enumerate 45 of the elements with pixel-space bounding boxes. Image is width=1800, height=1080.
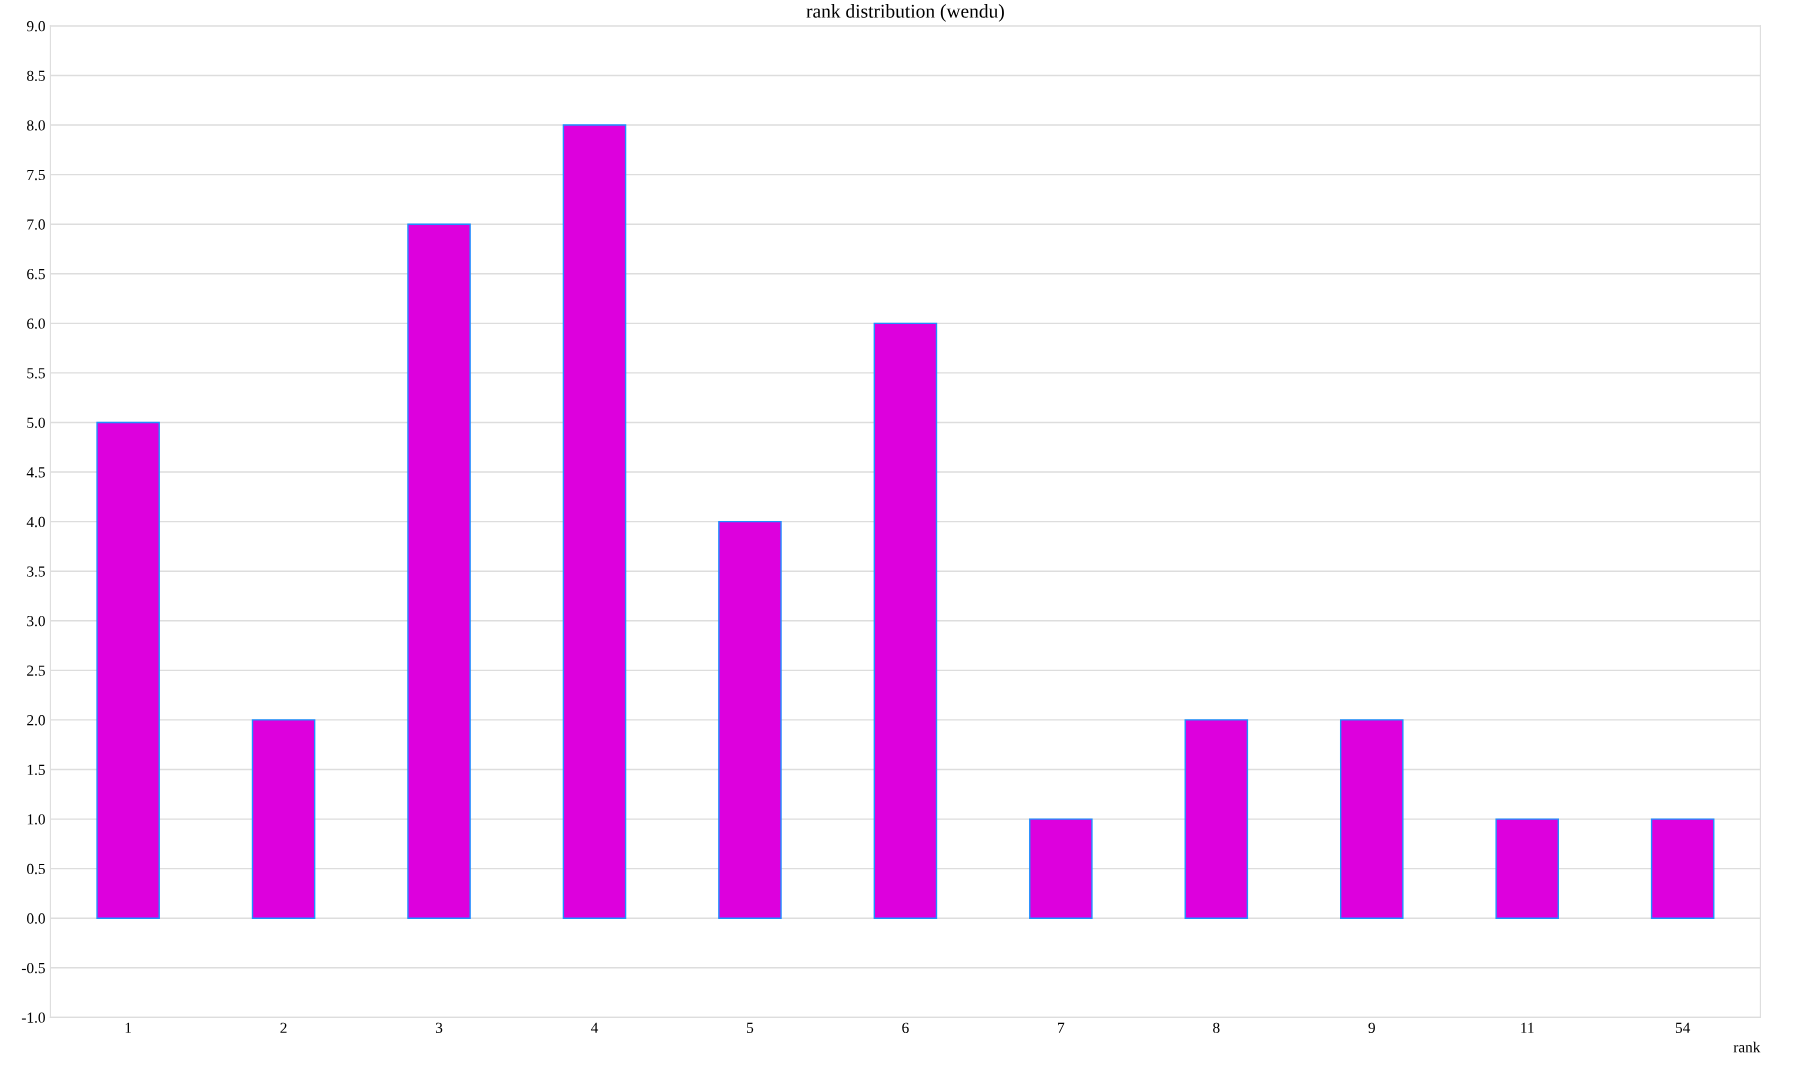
y-tick-label: 8.0 [27,120,45,131]
x-tick-label: 8 [1213,1022,1220,1033]
y-tick-label: 2.5 [27,665,45,676]
x-tick-label: 6 [902,1022,909,1033]
bar [1495,818,1560,919]
y-tick-label: 3.5 [27,566,45,577]
bar [562,124,627,919]
y-tick-label: 3.0 [27,615,45,627]
bar [1184,719,1249,919]
y-tick-label: 6.5 [27,268,45,280]
bar [1029,818,1093,919]
bar [1339,719,1404,919]
y-tick-label: -1.0 [21,1012,45,1023]
bar [251,719,316,919]
x-tick-label: 2 [280,1022,287,1033]
x-tick-label: 7 [1058,1022,1065,1033]
x-tick-label: 1 [125,1022,132,1033]
bar [718,520,782,919]
y-tick-label: 1.0 [27,814,45,825]
y-tick-label: -0.5 [21,962,45,974]
y-tick-label: 0.5 [27,863,45,875]
bar [96,421,160,919]
y-tick-label: 9.0 [26,21,45,32]
y-tick-label: 2.0 [27,715,45,726]
chart-title: rank distribution (wendu) [806,4,1004,22]
x-tick-label: 3 [435,1022,443,1033]
y-tick-label: 5.0 [27,417,45,429]
y-tick-label: 0.0 [27,913,45,924]
y-tick-label: 7.5 [27,169,45,181]
y-tick-label: 5.5 [27,368,45,379]
x-tick-label: 4 [590,1022,599,1033]
y-tick-label: 8.5 [27,70,45,82]
bar [1650,818,1715,919]
x-tick-label: 9 [1368,1022,1375,1033]
y-tick-label: 4.5 [26,467,45,478]
x-tick-label: 11 [1521,1022,1534,1033]
y-tick-label: 7.0 [27,219,45,230]
x-tick-label: 5 [747,1022,754,1033]
x-tick-label: 54 [1675,1022,1691,1033]
bar [873,322,938,919]
y-tick-label: 4.0 [26,516,45,528]
y-tick-label: 6.0 [27,318,45,329]
x-axis-title: rank [1733,1041,1761,1053]
y-tick-label: 1.5 [27,764,45,776]
bar [407,223,471,919]
